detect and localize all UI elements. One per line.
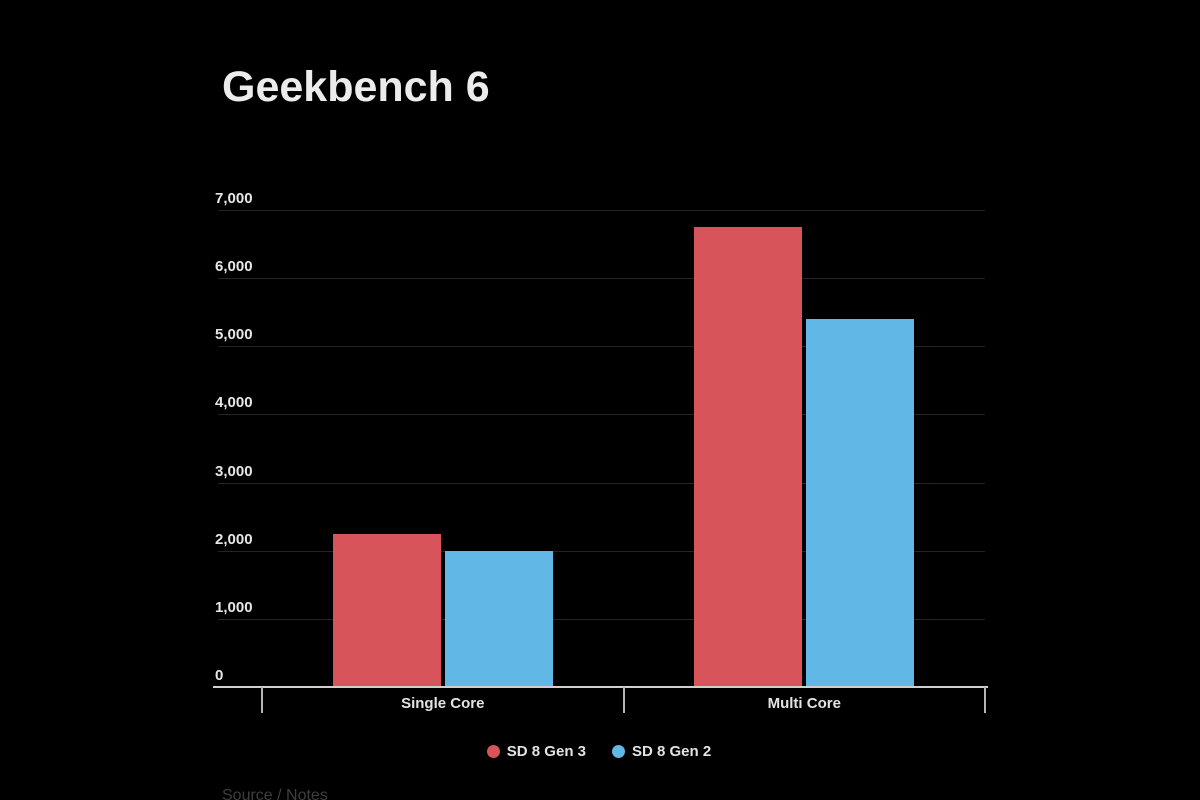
y-axis-label: 7,000 xyxy=(215,190,253,207)
y-axis-label: 2,000 xyxy=(215,531,253,548)
x-axis-label-multi-core: Multi Core xyxy=(767,695,841,712)
gridline xyxy=(218,619,985,620)
y-axis-label: 6,000 xyxy=(215,258,253,275)
legend-swatch-icon xyxy=(612,745,625,758)
bar-sd-8-gen-3-single-core xyxy=(333,534,441,687)
legend-swatch-icon xyxy=(486,745,500,758)
gridline xyxy=(218,278,985,279)
x-axis-label-single-core: Single Core xyxy=(401,695,485,712)
x-axis-tick xyxy=(261,687,263,713)
y-axis-label: 3,000 xyxy=(215,463,253,480)
source-note: Source / Notes xyxy=(222,787,328,800)
gridline xyxy=(218,414,985,415)
gridline xyxy=(218,551,985,552)
bar-sd-8-gen-3-multi-core xyxy=(694,227,802,687)
y-axis-label: 1,000 xyxy=(215,599,253,616)
gridline xyxy=(218,483,985,484)
legend-item-sd-8-gen-3: SD 8 Gen 3 xyxy=(486,743,586,760)
legend-item-sd-8-gen-2: SD 8 Gen 2 xyxy=(612,743,711,760)
y-axis-label: 4,000 xyxy=(215,394,253,411)
x-axis-line xyxy=(213,686,988,688)
gridline xyxy=(218,346,985,347)
chart-title: Geekbench 6 xyxy=(222,63,490,111)
legend-label: SD 8 Gen 3 xyxy=(506,743,586,760)
chart-legend: SD 8 Gen 3 SD 8 Gen 2 xyxy=(213,743,985,760)
bar-sd-8-gen-2-multi-core xyxy=(806,319,914,687)
x-axis-tick xyxy=(623,687,625,713)
y-axis-label: 5,000 xyxy=(215,326,253,343)
gridline xyxy=(218,210,985,211)
bar-sd-8-gen-2-single-core xyxy=(445,551,553,687)
x-axis-tick xyxy=(984,687,986,713)
legend-label: SD 8 Gen 2 xyxy=(632,743,712,760)
y-axis-label: 0 xyxy=(215,667,224,684)
